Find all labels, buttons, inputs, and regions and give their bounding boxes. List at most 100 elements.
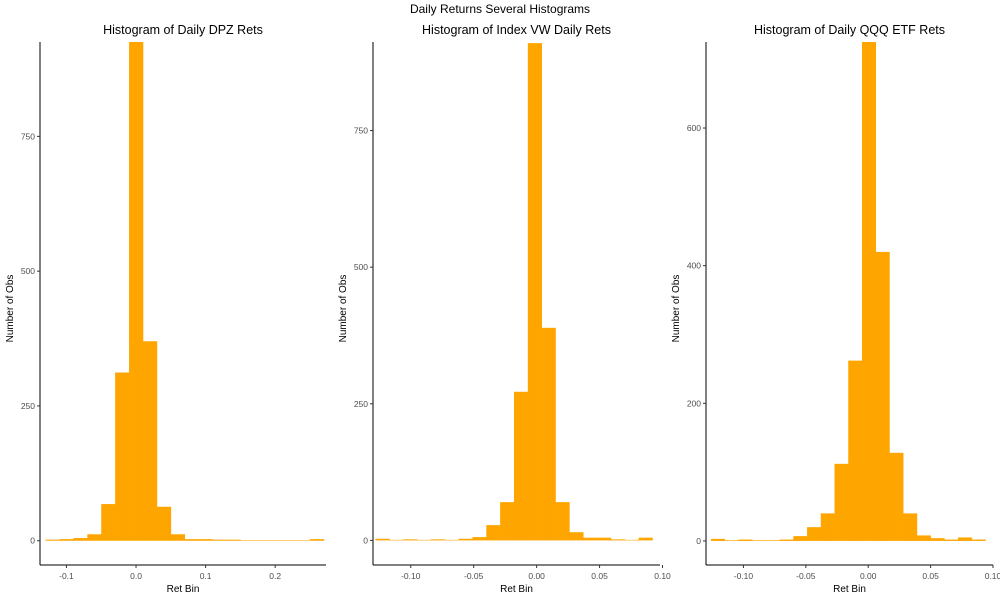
histogram-bar bbox=[226, 539, 241, 541]
y-tick-label: 0 bbox=[30, 536, 35, 546]
x-tick-label: 0.00 bbox=[528, 571, 545, 581]
y-tick-label: 400 bbox=[687, 261, 701, 271]
histogram-panel-2: Histogram of Index VW Daily Rets 0 250 500 7… bbox=[338, 23, 671, 595]
histogram-bar bbox=[430, 539, 446, 541]
histogram-bar bbox=[45, 539, 60, 541]
histogram-bar bbox=[282, 540, 297, 541]
histogram-bar bbox=[971, 539, 986, 541]
x-tick-label: -0.05 bbox=[796, 571, 816, 581]
panel-title: Histogram of Daily QQQ ETF Rets bbox=[754, 23, 945, 37]
y-tick-label: 0 bbox=[696, 536, 701, 546]
histogram-bar bbox=[834, 463, 849, 541]
y-axis-title: Number of Obs bbox=[5, 275, 16, 343]
histogram-bar bbox=[184, 539, 199, 541]
histogram-bar bbox=[240, 540, 255, 541]
histogram-bar bbox=[142, 341, 158, 541]
y-tick-label: 250 bbox=[354, 399, 368, 409]
histogram-bar bbox=[793, 536, 808, 541]
y-tick-label: 500 bbox=[21, 266, 35, 276]
x-tick-label: -0.10 bbox=[401, 571, 421, 581]
y-tick-label: 750 bbox=[354, 126, 368, 136]
histogram-bar bbox=[944, 539, 959, 541]
histogram-bar bbox=[129, 42, 144, 541]
histogram-bar bbox=[170, 534, 186, 541]
histogram-bar bbox=[738, 539, 753, 541]
histogram-bar bbox=[59, 539, 74, 541]
histogram-bar bbox=[765, 540, 780, 541]
panel-title: Histogram of Index VW Daily Rets bbox=[422, 23, 611, 37]
y-tick-label: 750 bbox=[21, 131, 35, 141]
histogram-bar bbox=[156, 506, 172, 541]
histogram-bar bbox=[73, 538, 88, 541]
x-tick-label: -0.10 bbox=[734, 571, 754, 581]
x-tick-label: 0.05 bbox=[591, 571, 608, 581]
y-tick-label: 600 bbox=[687, 123, 701, 133]
histogram-bar bbox=[710, 538, 726, 541]
histogram-panel-1: Histogram of Daily DPZ Rets 0 250 500 750 -0.… bbox=[5, 23, 326, 595]
histogram-bar bbox=[500, 502, 515, 541]
histogram-bar bbox=[752, 540, 767, 541]
y-axis-title: Number of Obs bbox=[671, 275, 682, 343]
x-tick-label: 0.2 bbox=[269, 571, 281, 581]
histogram-bar bbox=[101, 504, 116, 541]
histogram-bar bbox=[527, 43, 542, 541]
histogram-bar bbox=[472, 537, 487, 541]
histogram-bar bbox=[583, 537, 598, 541]
histogram-panel-3: Histogram of Daily QQQ ETF Rets 0 200 400 60… bbox=[671, 23, 1000, 595]
histogram-bar bbox=[254, 540, 269, 541]
histogram-bar bbox=[444, 539, 459, 541]
x-tick-label: -0.1 bbox=[59, 571, 74, 581]
histogram-bar bbox=[638, 537, 653, 541]
histogram-bar bbox=[403, 539, 418, 541]
x-axis-title: Ret Bin bbox=[833, 584, 866, 595]
panel-title: Histogram of Daily DPZ Rets bbox=[103, 23, 263, 37]
x-tick-label: 0.1 bbox=[200, 571, 212, 581]
y-tick-label: 0 bbox=[363, 535, 368, 545]
figure-suptitle: Daily Returns Several Histograms bbox=[409, 2, 591, 16]
histogram-bar bbox=[310, 539, 325, 541]
histogram-bar bbox=[569, 532, 584, 541]
x-tick-label: 0.0 bbox=[130, 571, 142, 581]
histogram-bar bbox=[87, 534, 102, 541]
histogram-bar bbox=[889, 452, 904, 541]
histogram-bar bbox=[624, 539, 639, 541]
x-axis-title: Ret Bin bbox=[167, 584, 200, 595]
histogram-bar bbox=[513, 391, 529, 541]
histogram-bar bbox=[916, 535, 931, 541]
x-tick-label: 0.10 bbox=[985, 571, 1000, 581]
histogram-bar bbox=[541, 327, 556, 541]
histogram-bar bbox=[820, 513, 835, 541]
x-axis-title: Ret Bin bbox=[500, 584, 533, 595]
histogram-bar bbox=[212, 539, 227, 541]
x-tick-label: -0.05 bbox=[464, 571, 484, 581]
histogram-bar bbox=[597, 537, 612, 541]
histogram-bar bbox=[903, 513, 918, 541]
y-tick-label: 250 bbox=[21, 401, 35, 411]
histogram-bar bbox=[458, 538, 473, 541]
histogram-bar bbox=[375, 538, 390, 541]
y-axis-title: Number of Obs bbox=[338, 275, 349, 343]
histogram-bar bbox=[610, 539, 626, 541]
x-tick-label: 0.10 bbox=[654, 571, 671, 581]
x-tick-label: 0.00 bbox=[860, 571, 877, 581]
histogram-bar bbox=[875, 251, 890, 541]
histogram-bar bbox=[848, 360, 863, 541]
histogram-bar bbox=[958, 537, 973, 541]
histogram-bar bbox=[296, 540, 311, 541]
histogram-bar bbox=[930, 538, 945, 541]
histogram-bar bbox=[417, 539, 432, 541]
histogram-bar bbox=[861, 42, 877, 541]
histogram-bar bbox=[486, 525, 501, 541]
histogram-bar bbox=[807, 527, 822, 541]
histogram-bar bbox=[555, 502, 570, 541]
y-tick-label: 500 bbox=[354, 262, 368, 272]
y-tick-label: 200 bbox=[687, 398, 701, 408]
histogram-bar bbox=[389, 539, 404, 541]
histogram-bar bbox=[779, 539, 794, 541]
histogram-bar bbox=[115, 372, 130, 541]
histogram-bar bbox=[268, 540, 283, 541]
x-tick-label: 0.05 bbox=[922, 571, 939, 581]
histogram-bar bbox=[198, 539, 213, 541]
histogram-bar bbox=[724, 540, 739, 541]
